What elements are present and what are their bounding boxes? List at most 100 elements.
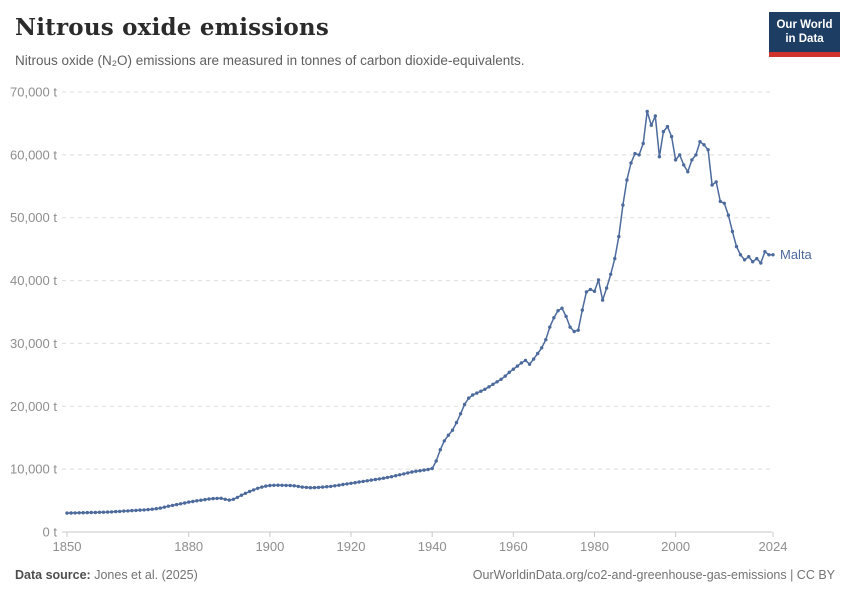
data-point-marker[interactable]: [540, 346, 544, 350]
data-point-marker[interactable]: [402, 472, 406, 476]
data-point-marker[interactable]: [109, 510, 114, 514]
data-point-marker[interactable]: [633, 151, 637, 156]
data-point-marker[interactable]: [706, 148, 710, 152]
data-point-marker[interactable]: [678, 153, 682, 157]
data-point-marker[interactable]: [357, 480, 361, 484]
data-point-marker[interactable]: [548, 325, 552, 329]
data-point-marker[interactable]: [146, 507, 150, 512]
data-point-marker[interactable]: [385, 475, 390, 480]
data-point-marker[interactable]: [389, 475, 394, 479]
data-point-marker[interactable]: [755, 256, 759, 261]
data-point-marker[interactable]: [580, 308, 584, 312]
data-point-marker[interactable]: [430, 466, 434, 471]
data-point-marker[interactable]: [584, 290, 589, 294]
data-point-marker[interactable]: [276, 483, 280, 487]
data-point-marker[interactable]: [207, 497, 211, 501]
data-point-marker[interactable]: [491, 382, 495, 386]
data-point-marker[interactable]: [507, 370, 511, 374]
data-point-marker[interactable]: [187, 500, 191, 504]
data-point-marker[interactable]: [381, 476, 386, 480]
data-point-marker[interactable]: [560, 306, 564, 310]
data-point-marker[interactable]: [450, 428, 455, 432]
data-point-marker[interactable]: [458, 412, 463, 416]
data-point-marker[interactable]: [763, 250, 767, 254]
data-point-marker[interactable]: [77, 511, 81, 515]
data-point-marker[interactable]: [73, 511, 77, 515]
data-point-marker[interactable]: [645, 109, 649, 114]
data-point-marker[interactable]: [649, 123, 653, 128]
data-point-marker[interactable]: [637, 153, 641, 157]
data-point-marker[interactable]: [251, 488, 256, 492]
data-point-marker[interactable]: [284, 483, 288, 488]
data-point-marker[interactable]: [665, 124, 670, 129]
data-point-marker[interactable]: [726, 213, 731, 217]
data-point-marker[interactable]: [191, 499, 195, 504]
data-point-marker[interactable]: [158, 506, 162, 510]
data-point-marker[interactable]: [227, 498, 231, 502]
data-point-marker[interactable]: [320, 485, 325, 489]
data-point-marker[interactable]: [673, 158, 678, 162]
data-point-marker[interactable]: [698, 140, 702, 144]
data-point-marker[interactable]: [576, 328, 580, 332]
data-point-marker[interactable]: [759, 261, 763, 265]
data-point-marker[interactable]: [288, 483, 292, 488]
data-point-marker[interactable]: [475, 391, 479, 395]
data-point-marker[interactable]: [471, 393, 475, 397]
data-point-marker[interactable]: [93, 510, 98, 515]
data-point-marker[interactable]: [438, 448, 442, 452]
data-point-marker[interactable]: [154, 507, 158, 511]
data-point-marker[interactable]: [215, 496, 219, 501]
data-point-marker[interactable]: [369, 478, 373, 482]
data-point-marker[interactable]: [365, 479, 369, 483]
data-point-marker[interactable]: [596, 278, 601, 282]
data-point-marker[interactable]: [170, 503, 175, 508]
data-point-marker[interactable]: [617, 234, 621, 239]
data-point-marker[interactable]: [621, 203, 625, 207]
data-point-marker[interactable]: [503, 374, 507, 378]
data-point-marker[interactable]: [657, 155, 662, 159]
data-point-marker[interactable]: [272, 483, 276, 487]
data-point-marker[interactable]: [434, 459, 438, 463]
data-point-marker[interactable]: [462, 402, 467, 407]
data-point-marker[interactable]: [511, 367, 515, 371]
data-point-marker[interactable]: [604, 286, 609, 290]
data-point-marker[interactable]: [203, 497, 207, 502]
data-point-marker[interactable]: [118, 509, 122, 514]
data-point-marker[interactable]: [422, 468, 426, 472]
data-point-marker[interactable]: [442, 439, 446, 443]
data-point-marker[interactable]: [536, 351, 540, 356]
data-point-marker[interactable]: [247, 489, 252, 494]
data-point-marker[interactable]: [130, 508, 134, 513]
data-point-marker[interactable]: [446, 433, 451, 437]
data-point-marker[interactable]: [345, 482, 349, 486]
data-point-marker[interactable]: [239, 493, 244, 497]
data-point-marker[interactable]: [515, 364, 520, 368]
data-point-marker[interactable]: [150, 507, 154, 511]
data-point-marker[interactable]: [767, 253, 771, 257]
data-point-marker[interactable]: [126, 509, 130, 513]
data-point-marker[interactable]: [296, 484, 300, 489]
data-point-marker[interactable]: [235, 495, 240, 500]
license-link[interactable]: OurWorldinData.org/co2-and-greenhouse-ga…: [472, 568, 835, 582]
data-point-marker[interactable]: [702, 143, 706, 147]
data-point-marker[interactable]: [410, 470, 414, 474]
data-point-marker[interactable]: [641, 141, 645, 146]
data-point-marker[interactable]: [771, 253, 775, 257]
data-point-marker[interactable]: [418, 469, 422, 473]
data-point-marker[interactable]: [738, 253, 743, 257]
data-point-marker[interactable]: [406, 471, 410, 475]
data-point-marker[interactable]: [304, 485, 309, 490]
data-point-marker[interactable]: [426, 467, 430, 472]
data-point-marker[interactable]: [195, 499, 199, 503]
data-point-marker[interactable]: [361, 479, 365, 484]
data-point-marker[interactable]: [316, 485, 321, 490]
data-point-marker[interactable]: [122, 509, 126, 513]
data-point-marker[interactable]: [349, 481, 353, 485]
data-point-marker[interactable]: [268, 483, 272, 488]
emissions-line-malta[interactable]: [66, 110, 773, 514]
data-point-marker[interactable]: [609, 272, 613, 276]
data-point-marker[interactable]: [531, 357, 536, 361]
data-point-marker[interactable]: [219, 496, 223, 500]
data-point-marker[interactable]: [243, 491, 248, 495]
data-point-marker[interactable]: [694, 153, 698, 157]
